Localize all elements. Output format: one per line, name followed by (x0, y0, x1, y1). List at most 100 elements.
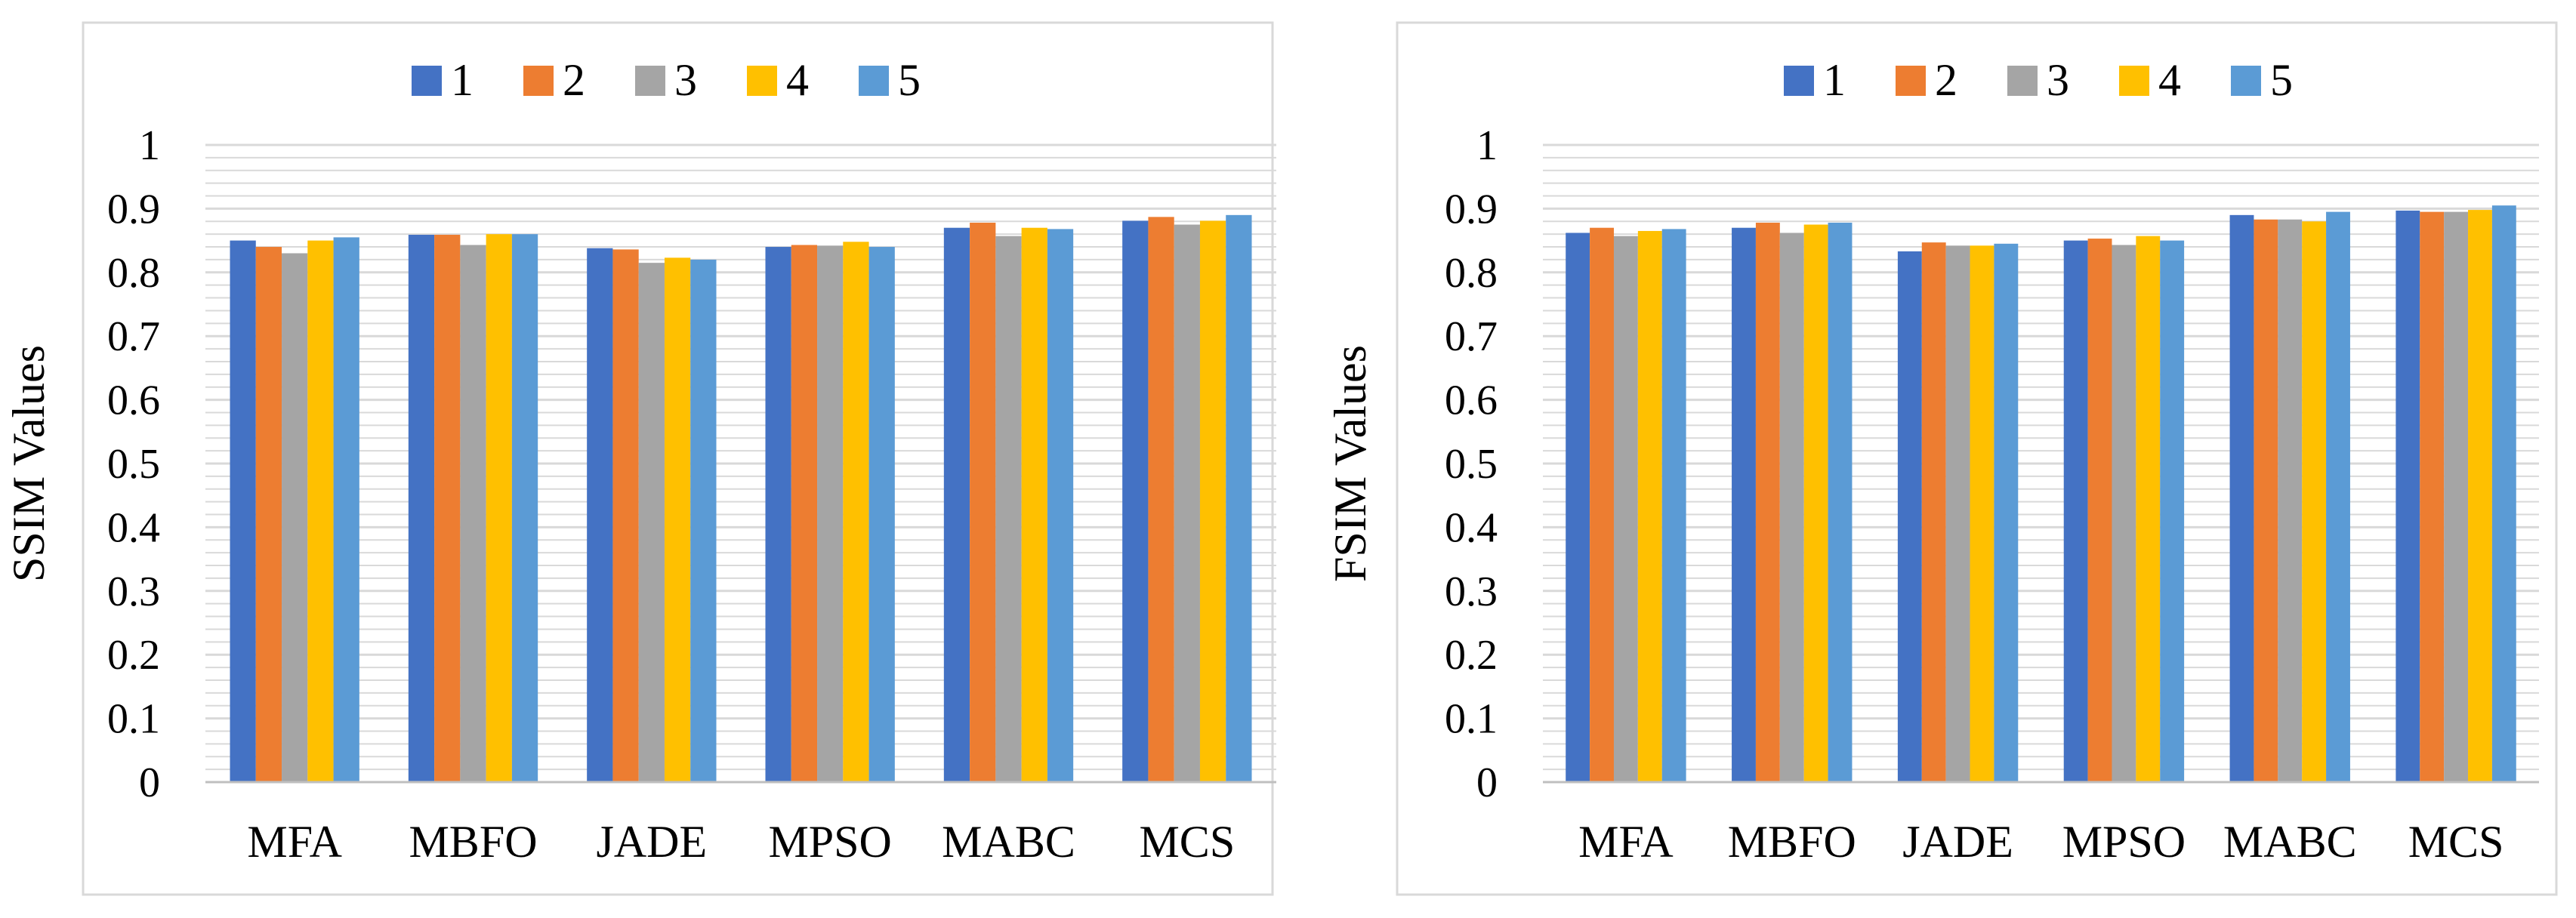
x-category-label: MFA (247, 817, 342, 867)
legend-label: 2 (563, 55, 585, 105)
y-tick-label: 0.8 (107, 250, 160, 297)
legend-label: 3 (2047, 55, 2069, 105)
x-category-label: MPSO (768, 817, 891, 867)
bar-series-5-mcs (2491, 205, 2516, 782)
x-category-label: MCS (2408, 817, 2504, 867)
bar-series-4-mpso (2136, 236, 2161, 782)
bar-series-2-mabc (2254, 219, 2278, 782)
bar-series-1-mfa (230, 240, 256, 783)
bar-series-5-mpso (868, 247, 895, 782)
y-tick-label: 0.5 (107, 441, 160, 488)
bar-series-3-mcs (2444, 211, 2469, 782)
bar-series-1-mabc (2229, 214, 2254, 783)
legend-swatch (859, 66, 889, 96)
legend-label: 1 (451, 55, 474, 105)
bar-series-2-mbfo (434, 235, 461, 782)
legend-swatch (2119, 66, 2149, 96)
bar-series-1-mbfo (1732, 227, 1756, 783)
y-tick-label: 0.7 (1445, 313, 1498, 360)
bar-series-2-mpso (2087, 239, 2112, 782)
x-category-label: JADE (1902, 817, 2013, 867)
y-tick-label: 0.3 (1445, 568, 1498, 615)
x-category-label: MABC (2223, 817, 2357, 867)
bar-series-4-mabc (1021, 227, 1047, 783)
bar-series-5-mfa (1661, 229, 1686, 783)
bar-series-3-mcs (1174, 224, 1200, 782)
bar-series-4-mfa (307, 240, 334, 783)
legend: 1 2 3 4 5 (412, 55, 921, 105)
y-tick-label: 0.6 (1445, 377, 1498, 424)
legend-swatch (747, 66, 777, 96)
x-category-label: MABC (942, 817, 1075, 867)
bar-series-2-mpso (791, 245, 818, 782)
x-category-label: MPSO (2062, 817, 2186, 867)
y-tick-label: 1 (1476, 122, 1498, 169)
bar-series-3-mabc (995, 236, 1022, 782)
bar-series-1-mfa (1566, 233, 1590, 782)
y-tick-label: 0.9 (107, 186, 160, 233)
legend-swatch (1896, 66, 1926, 96)
bars (1566, 205, 2516, 783)
bars (230, 214, 1252, 783)
bar-series-1-jade (587, 248, 613, 782)
legend-swatch (2231, 66, 2261, 96)
legend-label: 5 (898, 55, 921, 105)
ssim-chart: 0 0.1 0.2 0.3 0.4 0.5 0.6 0.7 0.8 0.9 1 SSIM Values… (4, 21, 1276, 896)
legend-swatch (2007, 66, 2038, 96)
legend-swatch (635, 66, 665, 96)
bar-series-4-mcs (2468, 210, 2492, 782)
bar-series-4-mabc (2302, 221, 2327, 782)
bar-series-4-mfa (1637, 230, 1662, 782)
bar-series-2-jade (612, 249, 639, 782)
bar-series-5-mfa (333, 237, 359, 782)
bar-series-5-mbfo (1828, 222, 1853, 782)
bar-series-5-mcs (1226, 214, 1252, 783)
bar-series-4-mbfo (486, 234, 512, 782)
legend-swatch (1784, 66, 1814, 96)
bar-series-5-jade (1994, 243, 2019, 782)
bar-series-3-jade (638, 263, 665, 782)
legend-swatch (523, 66, 554, 96)
legend-swatch (412, 66, 442, 96)
bar-series-5-mbfo (511, 234, 538, 782)
bar-series-5-mabc (2326, 211, 2350, 782)
legend-label: 4 (2158, 55, 2181, 105)
legend-label: 3 (674, 55, 697, 105)
bar-series-4-jade (664, 257, 691, 782)
y-tick-label: 0.6 (107, 377, 160, 424)
bar-series-5-jade (690, 259, 717, 782)
x-category-label: MBFO (409, 817, 537, 867)
bar-series-2-jade (1921, 242, 1946, 783)
y-tick-label: 0.2 (107, 632, 160, 679)
bar-series-2-mfa (1590, 227, 1614, 783)
bar-series-1-mcs (1122, 220, 1149, 782)
y-tick-label: 0.1 (1445, 696, 1498, 743)
x-category-label: JADE (596, 817, 707, 867)
bar-series-3-mbfo (1779, 233, 1804, 782)
bar-series-1-mpso (2063, 240, 2088, 783)
bar-series-4-mpso (843, 242, 869, 783)
x-category-label: MCS (1139, 817, 1235, 867)
bar-series-3-mfa (282, 253, 308, 783)
y-axis-title: SSIM Values (4, 345, 54, 582)
bar-series-2-mfa (255, 247, 282, 782)
fsim-chart: 0 0.1 0.2 0.3 0.4 0.5 0.6 0.7 0.8 0.9 1 FSIM Values… (1325, 21, 2558, 896)
bar-series-2-mcs (2420, 211, 2445, 782)
bar-series-4-jade (1970, 245, 1994, 782)
gridlines (1543, 143, 2539, 771)
legend: 1 2 3 4 5 (1784, 55, 2293, 105)
bar-series-3-jade (1945, 245, 1970, 782)
y-tick-label: 0.3 (107, 568, 160, 615)
bar-series-3-mfa (1613, 236, 1638, 782)
bar-series-4-mcs (1199, 220, 1226, 782)
y-tick-label: 0.4 (107, 504, 160, 551)
y-tick-label: 1 (139, 122, 160, 169)
bar-series-3-mbfo (460, 245, 486, 782)
bar-series-1-mpso (765, 247, 791, 782)
y-tick-label: 0.7 (107, 313, 160, 360)
y-tick-label: 0.9 (1445, 186, 1498, 233)
y-tick-label: 0 (139, 759, 160, 806)
bar-series-2-mcs (1148, 217, 1174, 782)
bar-series-5-mpso (2160, 240, 2185, 783)
